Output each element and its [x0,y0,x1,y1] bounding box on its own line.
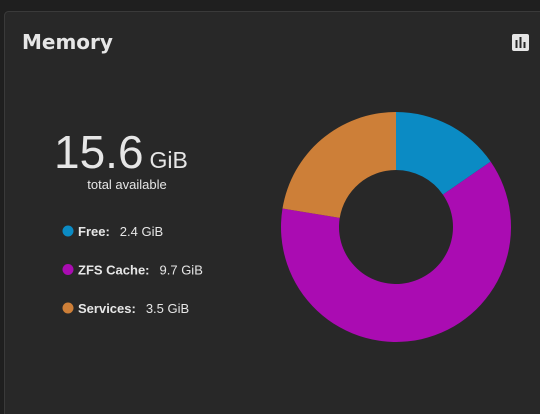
total-caption: total available [87,177,167,192]
legend-value: 9.7 GiB [160,263,203,278]
legend-value: 2.4 GiB [120,224,163,239]
legend-label: ZFS Cache: [78,263,150,278]
legend-dot [62,302,74,314]
legend-label: Services: [78,301,136,316]
legend-dot [62,225,74,237]
doughnut-segment [396,112,491,195]
legend-dot [62,264,74,275]
doughnut-segment [280,161,512,343]
legend-label: Free: [78,224,110,239]
doughnut-segment [282,112,396,218]
legend-value: 3.5 GiB [146,301,189,316]
total-value: 15.6 [54,126,144,178]
widget-title: Memory [22,30,113,54]
chart-icon[interactable] [512,34,529,51]
total-unit: GiB [150,147,188,173]
